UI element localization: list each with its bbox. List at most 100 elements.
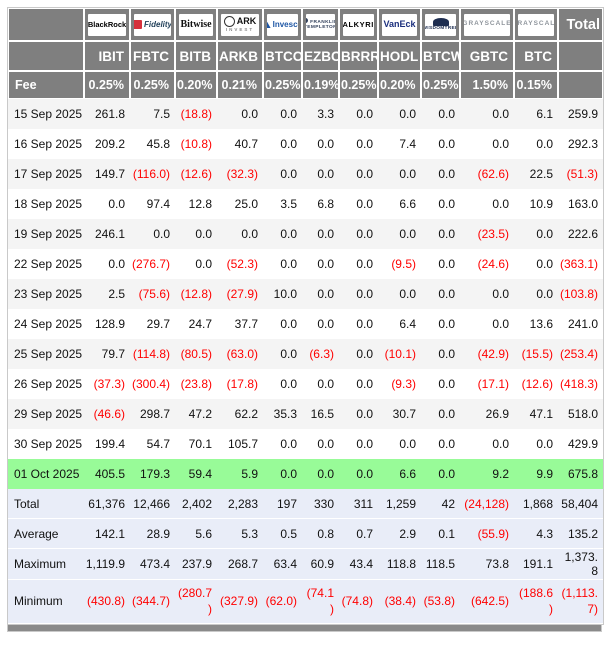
value-cell: 0.0 (217, 219, 263, 249)
value-cell: 0.0 (263, 429, 302, 459)
fee-cell: 0.25% (421, 71, 460, 99)
value-cell: 0.0 (339, 159, 378, 189)
value-cell: 0.0 (339, 219, 378, 249)
value-cell: 42 (421, 489, 460, 519)
summary-row: Minimum (430.8) (344.7) (280.7) (327.9) (62.0… (8, 580, 603, 624)
date-cell: 16 Sep 2025 (8, 129, 84, 159)
value-cell: 268.7 (217, 549, 263, 580)
ticker-cell: BITB (175, 41, 217, 71)
value-cell: (12.8) (175, 279, 217, 309)
fee-cell: 0.25% (263, 71, 302, 99)
value-cell: 30.7 (378, 399, 421, 429)
value-cell: 222.6 (558, 219, 603, 249)
value-cell: 24.7 (175, 309, 217, 339)
value-cell: 0.0 (421, 189, 460, 219)
value-cell: 10.0 (263, 279, 302, 309)
value-cell: 0.0 (263, 339, 302, 369)
grayscale-logo: GRAYSCALE (518, 13, 554, 36)
fee-cell: 0.25% (339, 71, 378, 99)
value-cell: 43.4 (339, 549, 378, 580)
value-cell: 0.0 (263, 249, 302, 279)
value-cell: (55.9) (460, 519, 514, 549)
value-cell: 330 (302, 489, 339, 519)
value-cell: 0.5 (263, 519, 302, 549)
date-cell: 17 Sep 2025 (8, 159, 84, 189)
value-cell: 0.0 (263, 309, 302, 339)
wisdomtree-logo: WISDOMTREE (425, 13, 456, 36)
value-cell: (103.8) (558, 279, 603, 309)
value-cell: 0.0 (302, 429, 339, 459)
value-cell: 0.0 (514, 219, 558, 249)
value-cell: (9.5) (378, 249, 421, 279)
value-cell: 0.0 (339, 459, 378, 489)
value-cell: 0.0 (421, 219, 460, 249)
value-cell: 0.0 (302, 459, 339, 489)
value-cell: 0.0 (217, 99, 263, 129)
value-cell: (642.5) (460, 580, 514, 624)
fidelity-logo: Fidelity (134, 13, 171, 36)
fee-cell: 0.19% (302, 71, 339, 99)
ticker-cell: FBTC (130, 41, 175, 71)
value-cell: 40.7 (217, 129, 263, 159)
value-cell: 4.3 (514, 519, 558, 549)
value-cell: (23.8) (175, 369, 217, 399)
value-cell: (1,113.7) (558, 580, 603, 624)
ticker-blank-cell (8, 41, 84, 71)
ticker-cell: GBTC (460, 41, 514, 71)
value-cell: 26.9 (460, 399, 514, 429)
value-cell: 118.5 (421, 549, 460, 580)
value-cell: 5.9 (217, 459, 263, 489)
ticker-row: IBIT FBTC BITB ARKB BTCO EZBC BRRR HODL BTCW GBTC… (8, 41, 603, 71)
ticker-cell: IBIT (84, 41, 130, 71)
provider-logo-cell: ARK INVEST (217, 8, 263, 41)
ticker-cell: BTCW (421, 41, 460, 71)
table-row: 26 Sep 2025 (37.3) (300.4) (23.8) (17.8) 0.0 0… (8, 369, 603, 399)
logo-text: INVEST (225, 27, 255, 33)
value-cell: 6.6 (378, 189, 421, 219)
value-cell: 0.0 (263, 219, 302, 249)
value-cell: 2.9 (378, 519, 421, 549)
provider-logo-cell: VALKYRIE (339, 8, 378, 41)
value-cell: 1,119.9 (84, 549, 130, 580)
value-cell: 0.0 (339, 429, 378, 459)
date-cell: 19 Sep 2025 (8, 219, 84, 249)
value-cell: 3.3 (302, 99, 339, 129)
value-cell: (75.6) (130, 279, 175, 309)
date-cell: 23 Sep 2025 (8, 279, 84, 309)
value-cell: 73.8 (460, 549, 514, 580)
value-cell: 58,404 (558, 489, 603, 519)
value-cell: 0.0 (263, 369, 302, 399)
value-cell: 0.0 (421, 309, 460, 339)
value-cell: 191.1 (514, 549, 558, 580)
value-cell: 9.2 (460, 459, 514, 489)
value-cell: (18.8) (175, 99, 217, 129)
fee-cell: 0.20% (175, 71, 217, 99)
value-cell: (12.6) (514, 369, 558, 399)
value-cell: 7.5 (130, 99, 175, 129)
value-cell: 0.0 (421, 249, 460, 279)
value-cell: 0.0 (339, 369, 378, 399)
value-cell: 0.0 (263, 459, 302, 489)
value-cell: 0.0 (339, 279, 378, 309)
table-row: 30 Sep 2025 199.4 54.7 70.1 105.7 0.0 0.0 0.0 0.… (8, 429, 603, 459)
value-cell: 0.1 (421, 519, 460, 549)
value-cell: 60.9 (302, 549, 339, 580)
value-cell: 0.7 (339, 519, 378, 549)
ticker-cell: ARKB (217, 41, 263, 71)
table-row: 19 Sep 2025 246.1 0.0 0.0 0.0 0.0 0.0 0.0 0.0 0.0… (8, 219, 603, 249)
logo-text: VALKYRIE (343, 19, 374, 29)
fee-cell: 1.50% (460, 71, 514, 99)
value-cell: 0.0 (514, 129, 558, 159)
value-cell: 3.5 (263, 189, 302, 219)
value-cell: 0.0 (339, 189, 378, 219)
value-cell: (24,128) (460, 489, 514, 519)
value-cell: 311 (339, 489, 378, 519)
value-cell: (6.3) (302, 339, 339, 369)
provider-logo-cell: Bitwise (175, 8, 217, 41)
date-cell: 30 Sep 2025 (8, 429, 84, 459)
value-cell: 0.0 (421, 129, 460, 159)
value-cell: 142.1 (84, 519, 130, 549)
ticker-cell: BTCO (263, 41, 302, 71)
value-cell: 0.0 (421, 399, 460, 429)
